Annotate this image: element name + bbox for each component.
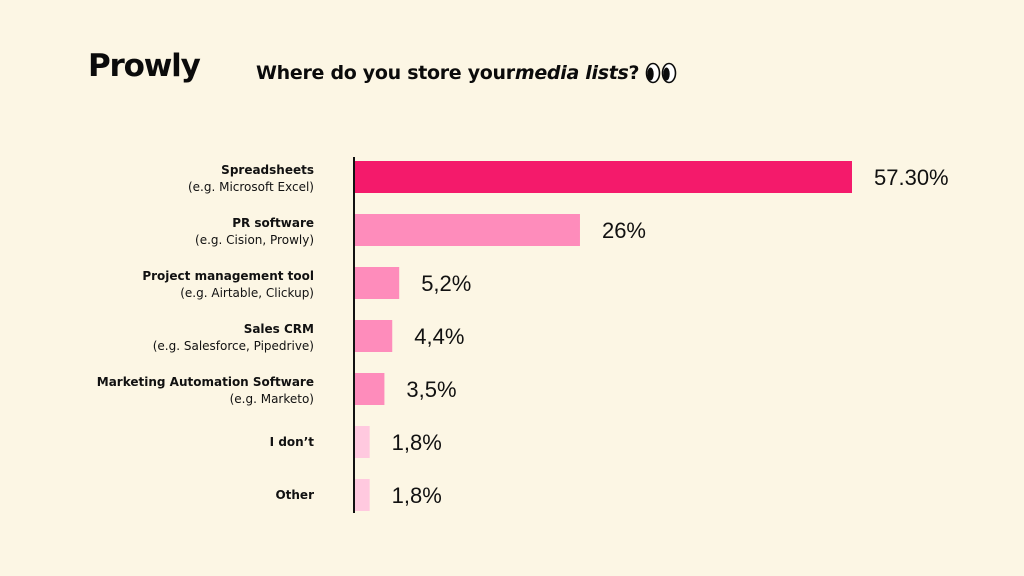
title-text-end: ? xyxy=(628,62,640,84)
value-label-2: 5,2% xyxy=(421,271,471,296)
bar-5 xyxy=(354,426,370,458)
bar-2 xyxy=(354,267,400,299)
bar-1 xyxy=(354,214,580,246)
category-label-4: Marketing Automation Software xyxy=(97,375,314,389)
category-sublabel-0: (e.g. Microsoft Excel) xyxy=(188,180,314,194)
value-label-5: 1,8% xyxy=(392,430,442,455)
bar-3 xyxy=(354,320,393,352)
value-label-6: 1,8% xyxy=(392,483,442,508)
value-label-0: 57.30% xyxy=(874,165,949,190)
category-sublabel-4: (e.g. Marketo) xyxy=(230,392,314,406)
bar-0 xyxy=(354,161,852,193)
category-sublabel-1: (e.g. Cision, Prowly) xyxy=(195,233,314,247)
value-label-1: 26% xyxy=(602,218,646,243)
value-label-4: 3,5% xyxy=(406,377,456,402)
category-label-1: PR software xyxy=(232,216,314,230)
bar-6 xyxy=(354,479,370,511)
category-sublabel-2: (e.g. Airtable, Clickup) xyxy=(180,286,314,300)
bar-4 xyxy=(354,373,385,405)
eyes-icon xyxy=(645,62,679,84)
value-label-3: 4,4% xyxy=(414,324,464,349)
title-text-emphasis: media lists xyxy=(514,62,629,84)
prowly-logo: Prowly xyxy=(88,48,201,84)
category-sublabel-3: (e.g. Salesforce, Pipedrive) xyxy=(153,339,314,353)
category-label-6: Other xyxy=(275,488,314,502)
category-label-0: Spreadsheets xyxy=(221,163,314,177)
category-label-5: I don’t xyxy=(270,435,315,449)
chart-title: Where do you store your media lists? xyxy=(256,62,679,84)
title-text-start: Where do you store your xyxy=(256,62,515,84)
category-label-2: Project management tool xyxy=(142,269,314,283)
category-label-3: Sales CRM xyxy=(244,322,314,336)
